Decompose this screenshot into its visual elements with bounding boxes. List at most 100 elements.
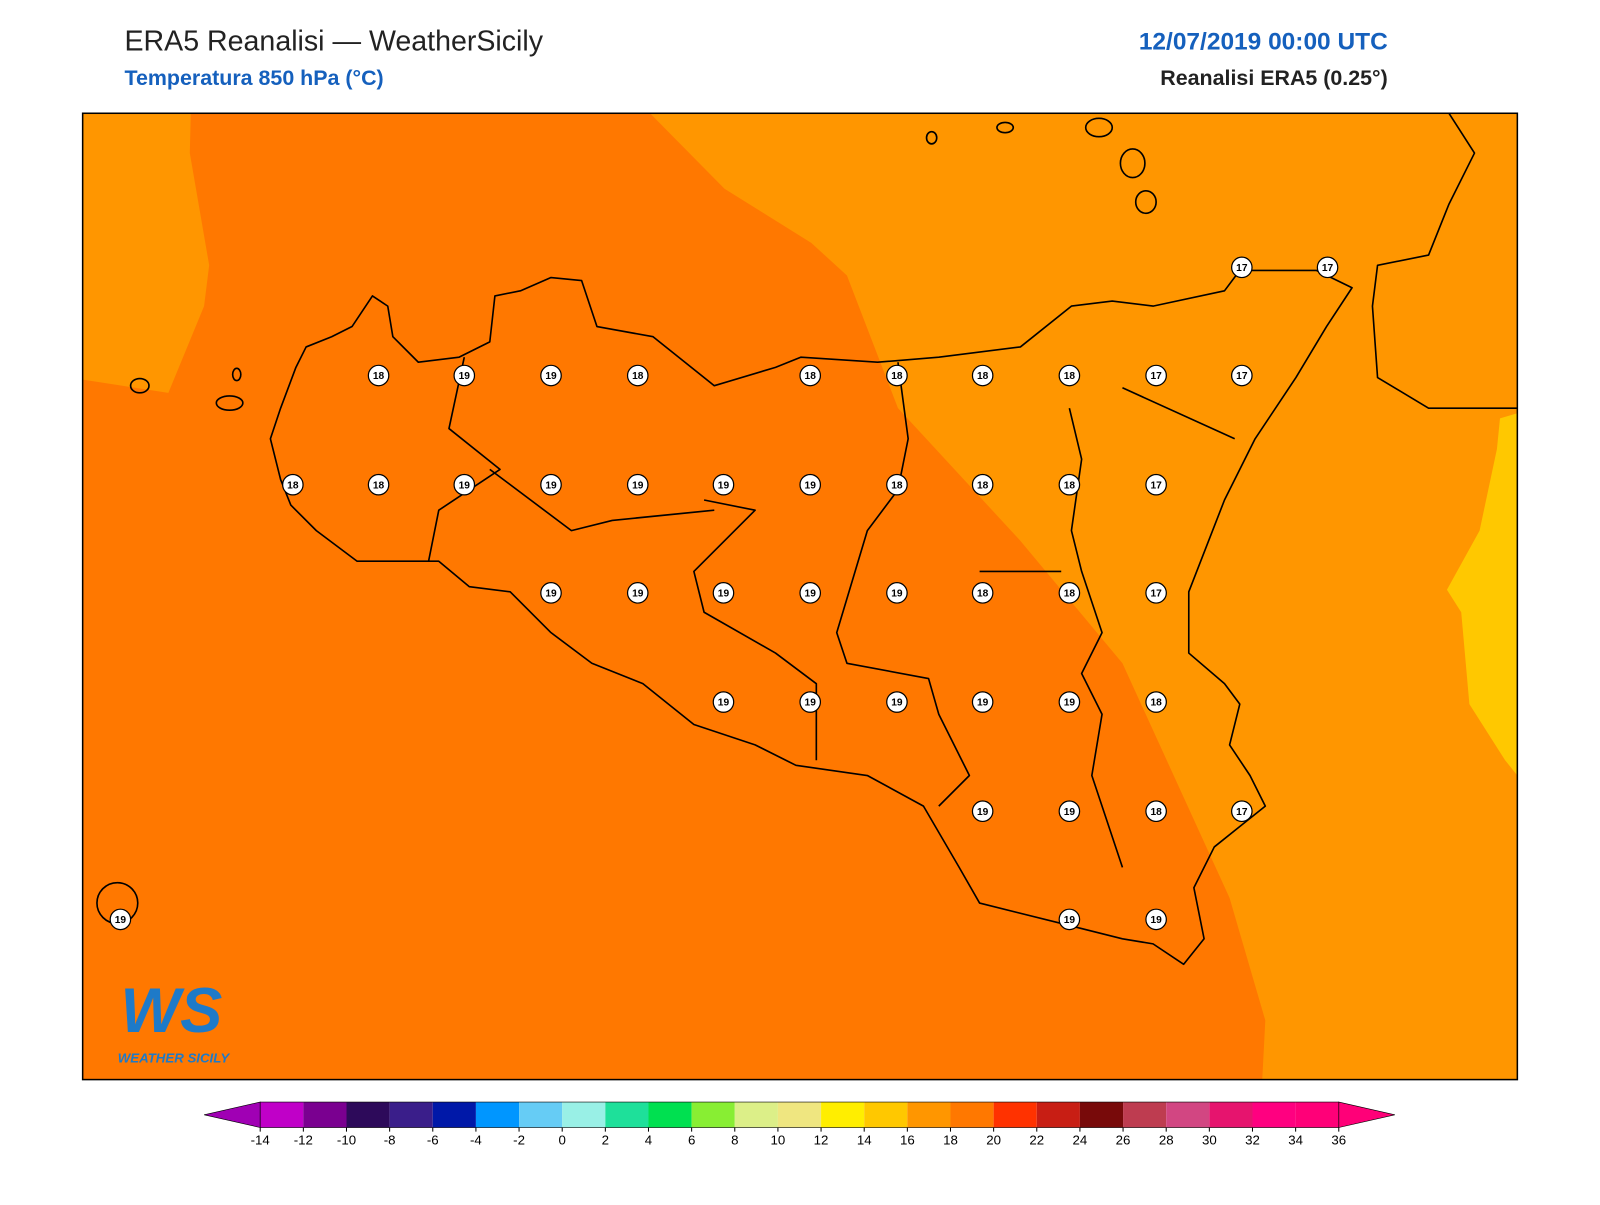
colorbar-tick-label: -4: [470, 1132, 482, 1147]
colorbar-tick-label: 2: [602, 1132, 609, 1147]
station-marker: [1058, 800, 1081, 823]
station-value: 17: [1236, 263, 1248, 274]
colorbar-box: [907, 1102, 951, 1128]
colorbar-box: [1036, 1102, 1080, 1128]
station-marker: [971, 691, 994, 713]
colorbar-box: [864, 1102, 908, 1128]
colorbar-tick-label: 12: [814, 1132, 829, 1147]
station-value: 17: [1322, 263, 1334, 274]
station-value: 18: [287, 480, 299, 491]
field: [1446, 413, 1518, 776]
station-marker: [886, 582, 908, 604]
colorbar-over: [1338, 1101, 1395, 1128]
station-value: 19: [718, 480, 730, 491]
colorbar-tick-label: -10: [337, 1132, 356, 1147]
station-marker: [367, 473, 390, 496]
station-marker: [971, 473, 994, 496]
datetime: 12/07/2019 00:00 UTC: [1139, 28, 1388, 55]
station-marker: [1145, 473, 1167, 496]
colorbar-tick-label: 16: [900, 1132, 915, 1147]
station-marker: [799, 691, 822, 713]
colorbar-tick-label: 20: [986, 1132, 1001, 1147]
station-marker: [540, 582, 562, 604]
map: WS WEATHER SICILY: [81, 112, 1519, 1081]
colorbar-tick-label: -8: [384, 1132, 396, 1147]
station-marker: [1058, 364, 1081, 387]
calabria-coast: [1371, 112, 1518, 409]
station-value: 19: [1064, 807, 1076, 818]
colorbar-box: [734, 1102, 778, 1128]
station-value: 18: [1064, 480, 1076, 491]
station-marker: [1231, 364, 1253, 387]
station-value: 19: [545, 371, 557, 382]
colorbar-tick-label: 4: [645, 1132, 652, 1147]
station-marker: [367, 364, 390, 387]
colorbar-box: [475, 1102, 520, 1128]
station-marker: [1058, 691, 1081, 713]
station-value: 19: [632, 480, 644, 491]
colorbar-tick-label: 8: [731, 1132, 738, 1147]
colorbar-box: [389, 1102, 433, 1128]
colorbar-tick-label: 24: [1073, 1132, 1088, 1147]
station-value: 17: [1150, 589, 1162, 600]
station-value: 19: [805, 698, 817, 709]
colorbar-box: [562, 1102, 606, 1128]
station-value: 18: [373, 371, 385, 382]
colorbar-tick-label: 32: [1245, 1132, 1260, 1147]
station-marker: [109, 908, 132, 931]
station-marker: [1058, 582, 1081, 604]
colorbar: -14 -12 -10 -8 -6 -4 -2 0 2 4 6 8 10 12 14 16 18 20 22 24 26…: [204, 1101, 1395, 1147]
field: [82, 113, 210, 393]
colorbar-box: [1166, 1102, 1210, 1128]
colorbar-box: [1252, 1102, 1296, 1128]
title: ERA5 Reanalisi — WeatherSicily: [124, 25, 543, 57]
station-marker: [799, 582, 822, 604]
colorbar-tick-label: 10: [771, 1132, 786, 1147]
station-marker: [1145, 691, 1167, 713]
colorbar-tick-label: -2: [513, 1132, 525, 1147]
station-value: 19: [545, 480, 557, 491]
station-marker: [1058, 473, 1081, 496]
station-marker: [1231, 256, 1253, 279]
colorbar-tick-label: 14: [857, 1132, 872, 1147]
station-marker: [1145, 364, 1167, 387]
station-value: 18: [891, 480, 903, 491]
colorbar-box: [260, 1102, 304, 1128]
station-value: 18: [977, 480, 989, 491]
colorbar-tick-label: 6: [688, 1132, 695, 1147]
colorbar-box: [346, 1102, 390, 1128]
colorbar-tick-label: 36: [1331, 1132, 1346, 1147]
station-marker: [540, 364, 562, 387]
coastline: [269, 269, 1353, 966]
field: [650, 113, 1518, 1080]
station-marker: [453, 473, 476, 496]
station-value: 19: [805, 589, 817, 600]
station-value: 18: [373, 480, 385, 491]
station-marker: [886, 691, 908, 713]
station-value: 18: [977, 371, 989, 382]
station-marker: [1316, 256, 1339, 279]
logo-mark: WS: [120, 976, 222, 1046]
station-value: 19: [718, 589, 730, 600]
colorbar-under: [204, 1101, 261, 1128]
frame: [81, 112, 1519, 1081]
station-value: 19: [1064, 698, 1076, 709]
source: Reanalisi ERA5 (0.25°): [1160, 66, 1387, 90]
colorbar-tick-label: 0: [559, 1132, 566, 1147]
station-value: 18: [1064, 589, 1076, 600]
station-value: 19: [891, 589, 903, 600]
colorbar-box: [519, 1102, 563, 1128]
colorbar-tick-label: -6: [427, 1132, 439, 1147]
station-marker: [712, 582, 735, 604]
colorbar-box: [432, 1102, 476, 1128]
station-marker: [1058, 908, 1081, 931]
colorbar-tick-label: 30: [1202, 1132, 1217, 1147]
subtitle: Temperatura 850 hPa (°C): [124, 66, 383, 90]
station-marker: [971, 800, 994, 823]
colorbar-tick-label: -14: [251, 1132, 270, 1147]
station-marker: [1145, 800, 1167, 823]
colorbar-outline: [259, 1101, 1340, 1128]
colorbar-box: [1295, 1102, 1339, 1128]
colorbar-box: [691, 1102, 735, 1128]
colorbar-box: [1209, 1102, 1253, 1128]
